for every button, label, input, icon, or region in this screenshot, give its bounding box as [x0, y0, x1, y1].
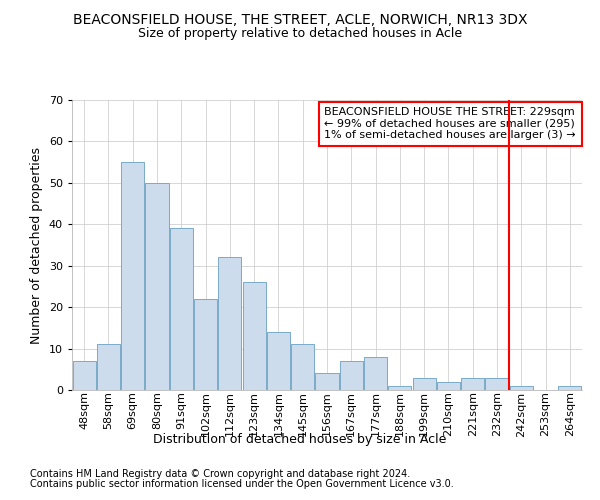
Bar: [485, 378, 509, 390]
Text: Size of property relative to detached houses in Acle: Size of property relative to detached ho…: [138, 28, 462, 40]
Text: Distribution of detached houses by size in Acle: Distribution of detached houses by size …: [154, 432, 446, 446]
Bar: [242, 282, 266, 390]
Bar: [316, 374, 338, 390]
Text: Contains public sector information licensed under the Open Government Licence v3: Contains public sector information licen…: [30, 479, 454, 489]
Bar: [461, 378, 484, 390]
Bar: [364, 357, 387, 390]
Bar: [145, 183, 169, 390]
Bar: [340, 361, 363, 390]
Bar: [97, 344, 120, 390]
Bar: [267, 332, 290, 390]
Text: BEACONSFIELD HOUSE THE STREET: 229sqm
← 99% of detached houses are smaller (295): BEACONSFIELD HOUSE THE STREET: 229sqm ← …: [325, 108, 576, 140]
Bar: [291, 344, 314, 390]
Bar: [413, 378, 436, 390]
Bar: [510, 386, 533, 390]
Bar: [194, 299, 217, 390]
Bar: [121, 162, 144, 390]
Y-axis label: Number of detached properties: Number of detached properties: [30, 146, 43, 344]
Bar: [218, 258, 241, 390]
Bar: [170, 228, 193, 390]
Text: BEACONSFIELD HOUSE, THE STREET, ACLE, NORWICH, NR13 3DX: BEACONSFIELD HOUSE, THE STREET, ACLE, NO…: [73, 12, 527, 26]
Bar: [73, 361, 95, 390]
Bar: [437, 382, 460, 390]
Bar: [559, 386, 581, 390]
Bar: [388, 386, 412, 390]
Text: Contains HM Land Registry data © Crown copyright and database right 2024.: Contains HM Land Registry data © Crown c…: [30, 469, 410, 479]
